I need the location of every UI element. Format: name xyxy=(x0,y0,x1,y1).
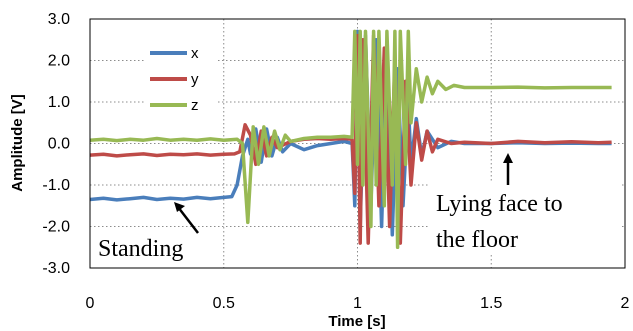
x-axis-title: Time [s] xyxy=(328,313,385,330)
y-axis-title: Amplitude [V] xyxy=(9,94,26,192)
x-tick-label: 2 xyxy=(621,295,630,312)
plot-area-border xyxy=(89,18,626,269)
y-tick-label: 2.0 xyxy=(48,53,70,70)
legend: x y z xyxy=(146,40,216,114)
legend-label-y: y xyxy=(191,71,199,88)
annotation-lying-bg xyxy=(430,183,622,255)
series-line-z xyxy=(89,29,612,250)
y-tick-label: 0.0 xyxy=(48,136,70,153)
y-tick-label: -2.0 xyxy=(42,219,70,236)
x-tick-label: 0 xyxy=(86,295,95,312)
annotation-arrowhead-lying xyxy=(503,153,513,163)
annotations: Standing Lying face to the floor xyxy=(92,153,622,265)
y-tick-label: 3.0 xyxy=(48,11,70,28)
series-line-y xyxy=(89,33,612,245)
annotation-lying-line2: the floor xyxy=(436,227,518,253)
x-tick-label: 0.5 xyxy=(213,295,235,312)
y-tick-label: -1.0 xyxy=(42,177,70,194)
annotation-standing: Standing xyxy=(98,236,183,262)
annotation-lying-line1: Lying face to xyxy=(436,191,563,217)
legend-label-z: z xyxy=(191,97,199,114)
annotation-arrow-standing xyxy=(177,206,199,234)
y-tick-label: -3.0 xyxy=(42,260,70,277)
series-line-x xyxy=(89,29,612,237)
y-axis-ticks: 3.0 2.0 1.0 0.0 -1.0 -2.0 -3.0 xyxy=(42,11,70,277)
x-tick-label: 1 xyxy=(353,295,362,312)
y-tick-label: 1.0 xyxy=(48,94,70,111)
legend-label-x: x xyxy=(191,45,199,62)
annotation-standing-bg xyxy=(92,229,220,265)
series-layer xyxy=(89,29,612,250)
x-tick-label: 1.5 xyxy=(480,295,502,312)
annotation-arrowhead-standing xyxy=(174,202,185,212)
x-axis-ticks: 0 0.5 1 1.5 2 xyxy=(86,295,630,312)
